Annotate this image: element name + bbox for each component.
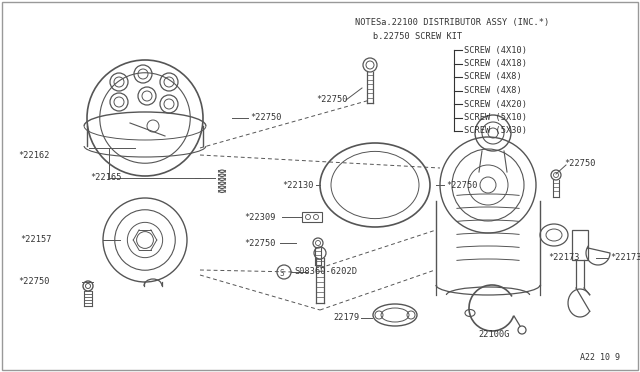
Text: SCREW (4X20): SCREW (4X20) <box>464 99 527 109</box>
Text: *22750: *22750 <box>316 96 348 105</box>
Bar <box>302 212 322 222</box>
Text: SCREW (5X10): SCREW (5X10) <box>464 113 527 122</box>
Text: SCREW (5X30): SCREW (5X30) <box>464 126 527 135</box>
Bar <box>572 230 588 260</box>
Text: *22162: *22162 <box>18 151 49 160</box>
Text: *22750: *22750 <box>244 238 275 247</box>
Text: NOTESa.22100 DISTRIBUTOR ASSY (INC.*): NOTESa.22100 DISTRIBUTOR ASSY (INC.*) <box>355 18 549 27</box>
Text: *22173: *22173 <box>548 253 580 263</box>
Text: *22173: *22173 <box>610 253 640 263</box>
Text: 22179: 22179 <box>333 314 360 323</box>
Text: *22157: *22157 <box>20 235 51 244</box>
Text: *22750: *22750 <box>446 180 477 189</box>
Text: S: S <box>280 269 285 278</box>
Text: *22750: *22750 <box>250 113 282 122</box>
Text: *22309: *22309 <box>244 212 275 221</box>
Text: 22100G: 22100G <box>478 330 509 339</box>
Text: *22130: *22130 <box>282 180 314 189</box>
Text: A22 10 9: A22 10 9 <box>580 353 620 362</box>
Text: SCREW (4X8): SCREW (4X8) <box>464 86 522 95</box>
Text: SCREW (4X10): SCREW (4X10) <box>464 45 527 55</box>
Text: S08360-6202D: S08360-6202D <box>294 267 357 276</box>
Text: SCREW (4X18): SCREW (4X18) <box>464 59 527 68</box>
Text: *22165: *22165 <box>90 173 122 183</box>
Text: SCREW (4X8): SCREW (4X8) <box>464 73 522 81</box>
Text: *22750: *22750 <box>18 278 49 286</box>
Text: b.22750 SCREW KIT: b.22750 SCREW KIT <box>373 32 462 41</box>
Text: *22750: *22750 <box>564 158 595 167</box>
